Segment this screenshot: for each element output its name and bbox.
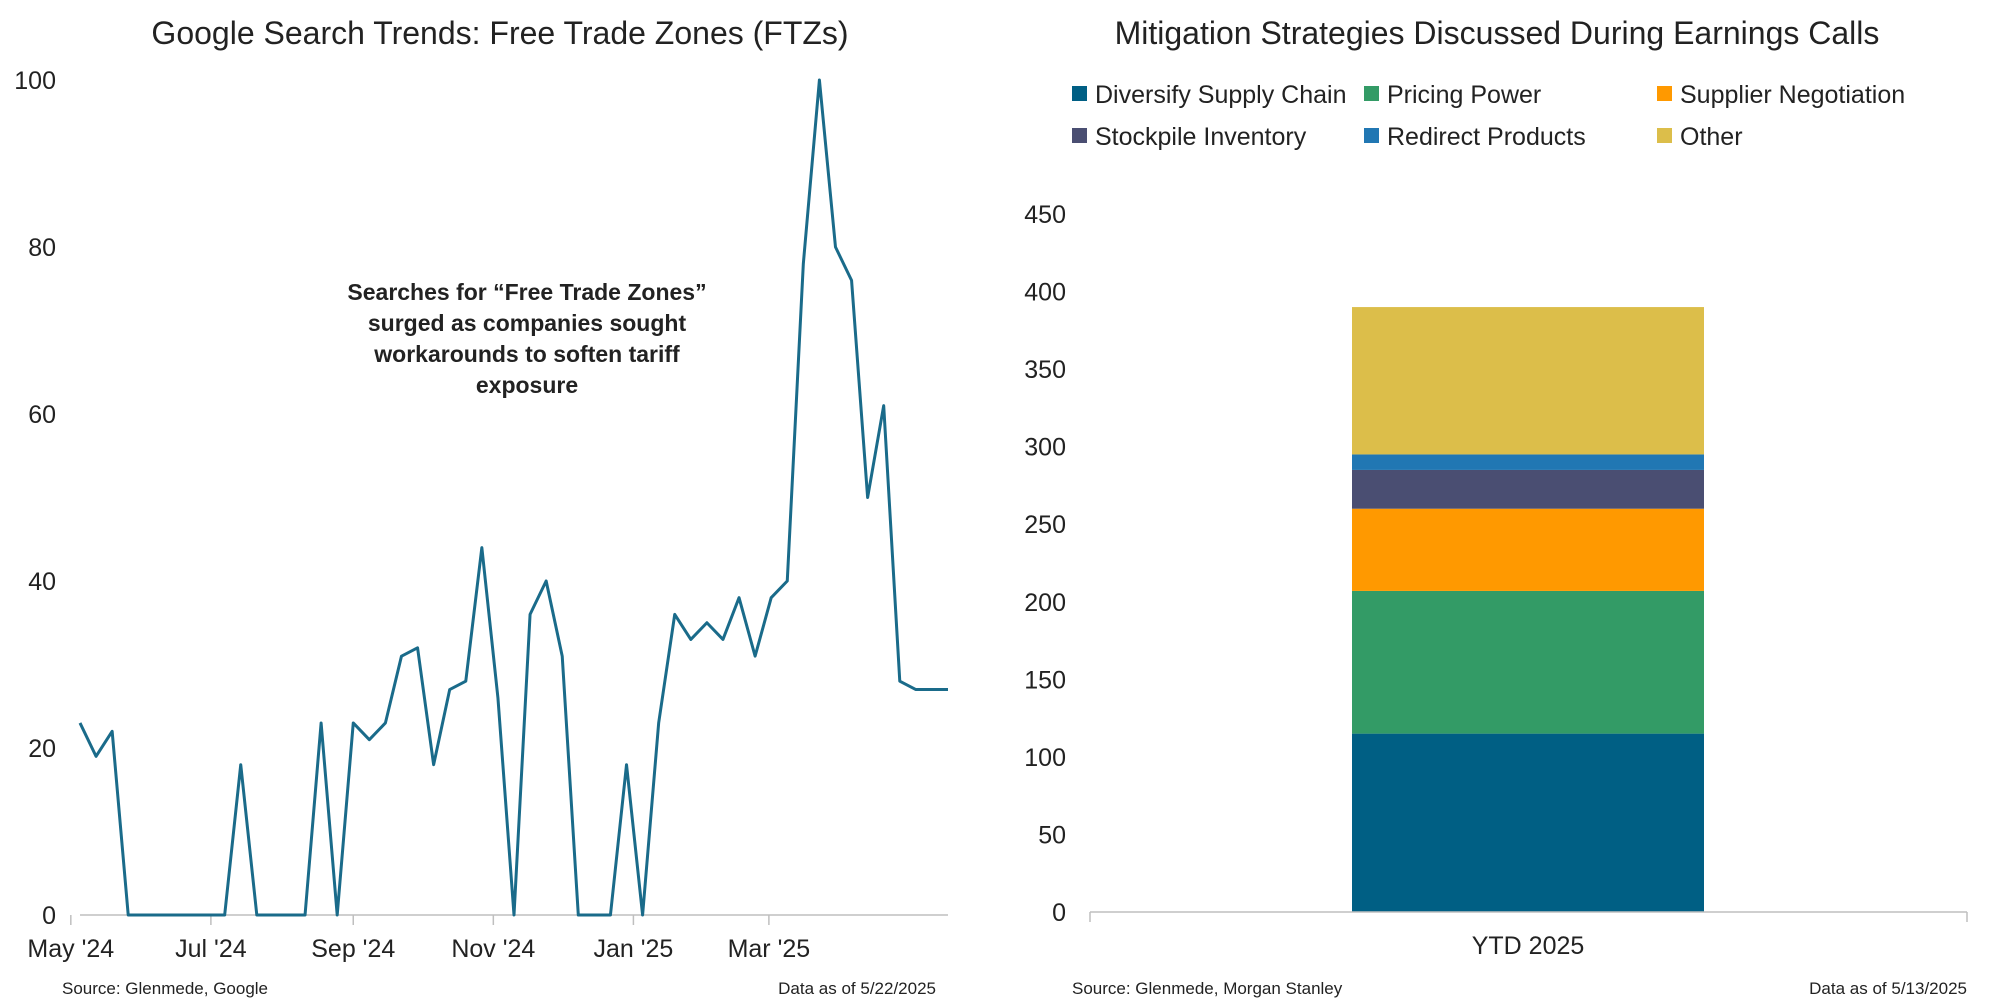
bar-chart-x-axis: YTD 2025 xyxy=(1089,911,1968,960)
bar-chart-data-date: Data as of 5/13/2025 xyxy=(1809,979,1967,998)
bar-chart-title: Mitigation Strategies Discussed During E… xyxy=(1115,15,1880,51)
y-tick-label: 250 xyxy=(1024,511,1066,539)
legend-swatch xyxy=(1072,86,1087,101)
legend-item: Pricing Power xyxy=(1364,81,1541,109)
y-tick-label: 400 xyxy=(1024,279,1066,307)
ftz-search-line xyxy=(78,78,948,917)
legend-label: Redirect Products xyxy=(1387,123,1586,151)
line-chart: Google Search Trends: Free Trade Zones (… xyxy=(14,15,948,998)
legend-item: Supplier Negotiation xyxy=(1657,81,1905,109)
legend-item: Redirect Products xyxy=(1364,123,1586,151)
legend-item: Diversify Supply Chain xyxy=(1072,81,1347,109)
legend-item: Stockpile Inventory xyxy=(1072,123,1307,151)
legend-swatch xyxy=(1657,128,1672,143)
bar-segment-redirect-products xyxy=(1352,454,1704,470)
y-tick-label: 200 xyxy=(1024,589,1066,617)
line-chart-title: Google Search Trends: Free Trade Zones (… xyxy=(151,15,848,51)
line-chart-y-axis: 0 20 40 60 80 100 xyxy=(14,67,56,930)
legend-label: Pricing Power xyxy=(1387,81,1541,109)
y-tick-label: 450 xyxy=(1024,201,1066,229)
y-tick-label: 350 xyxy=(1024,356,1066,384)
bar-chart-legend: Diversify Supply Chain Pricing Power Suppl… xyxy=(1072,81,1905,151)
legend-swatch xyxy=(1657,86,1672,101)
x-tick-label: Nov '24 xyxy=(451,935,535,963)
x-tick-label: Sep '24 xyxy=(311,935,395,963)
y-tick-label: 0 xyxy=(42,902,56,930)
legend-label: Diversify Supply Chain xyxy=(1095,81,1347,109)
line-chart-annotation: Searches for “Free Trade Zones” surged as… xyxy=(347,279,706,398)
x-tick-label: Mar '25 xyxy=(728,935,811,963)
bar-segment-diversify-supply-chain xyxy=(1352,733,1704,912)
legend-label: Other xyxy=(1680,123,1743,151)
legend-swatch xyxy=(1072,128,1087,143)
y-tick-label: 100 xyxy=(1024,744,1066,772)
y-tick-label: 100 xyxy=(14,67,56,95)
line-chart-data-date: Data as of 5/22/2025 xyxy=(778,979,936,998)
y-tick-label: 40 xyxy=(28,568,56,596)
bar-chart-y-axis: 0 50 100 150 200 250 300 350 400 450 xyxy=(1024,201,1066,927)
bar-segment-supplier-negotiation xyxy=(1352,508,1704,591)
legend-label: Stockpile Inventory xyxy=(1095,123,1307,151)
y-tick-label: 50 xyxy=(1038,821,1066,849)
line-chart-source: Source: Glenmede, Google xyxy=(62,979,268,998)
y-tick-label: 60 xyxy=(28,401,56,429)
y-tick-label: 300 xyxy=(1024,434,1066,462)
x-tick-label: Jan '25 xyxy=(593,935,673,963)
y-tick-label: 20 xyxy=(28,735,56,763)
bar-chart-segments xyxy=(1352,307,1704,912)
legend-swatch xyxy=(1364,128,1379,143)
y-tick-label: 150 xyxy=(1024,666,1066,694)
y-tick-label: 80 xyxy=(28,234,56,262)
x-tick-label: Jul '24 xyxy=(175,935,247,963)
legend-item: Other xyxy=(1657,123,1743,151)
legend-label: Supplier Negotiation xyxy=(1680,81,1905,109)
legend-swatch xyxy=(1364,86,1379,101)
x-category-label: YTD 2025 xyxy=(1472,932,1585,960)
stacked-bar-chart: Mitigation Strategies Discussed During E… xyxy=(1024,15,1968,998)
x-tick-label: May '24 xyxy=(27,935,114,963)
bar-segment-pricing-power xyxy=(1352,590,1704,734)
bar-segment-other xyxy=(1352,307,1704,455)
bar-chart-source: Source: Glenmede, Morgan Stanley xyxy=(1072,979,1343,998)
line-chart-x-axis: May '24 Jul '24 Sep '24 Nov '24 Jan '25 Mar '… xyxy=(27,914,948,963)
y-tick-label: 0 xyxy=(1052,899,1066,927)
bar-segment-stockpile-inventory xyxy=(1352,469,1704,509)
